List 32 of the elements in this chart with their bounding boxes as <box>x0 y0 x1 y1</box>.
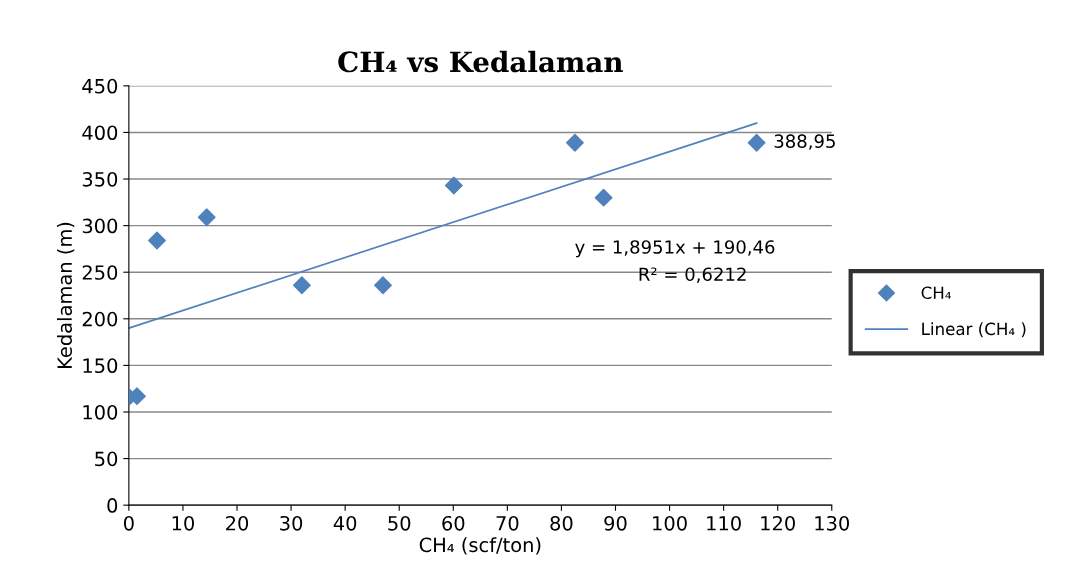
y-tick-label: 150 <box>83 358 118 374</box>
x-tick-label: 100 <box>653 515 687 531</box>
x-tick-label: 120 <box>761 515 795 531</box>
y-tick-label: 100 <box>83 404 118 420</box>
y-tick-label: 250 <box>82 265 118 280</box>
annotation: 388,95 <box>774 134 835 150</box>
legend-label: Linear (CH₄ ) <box>922 322 1026 338</box>
x-tick-label: 70 <box>496 515 519 531</box>
chart-title: CH₄ vs Kedalaman <box>338 50 623 73</box>
x-tick-label: 90 <box>604 515 627 531</box>
y-tick-label: 50 <box>95 451 118 467</box>
y-tick-label: 450 <box>82 78 118 94</box>
annotation: R² = 0,6212 <box>639 267 746 283</box>
y-tick-label: 200 <box>82 311 118 327</box>
y-tick-label: 350 <box>82 171 118 187</box>
x-tick-label: 40 <box>333 515 357 531</box>
x-tick-label: 10 <box>172 515 195 531</box>
x-tick-label: 60 <box>442 515 465 531</box>
x-tick-label: 0 <box>123 515 134 531</box>
x-tick-label: 80 <box>550 515 573 531</box>
x-tick-label: 110 <box>707 515 741 531</box>
x-axis-title: CH₄ (scf/ton) <box>419 537 541 555</box>
y-axis-title: Kedalaman (m) <box>56 222 75 368</box>
x-tick-label: 20 <box>226 515 249 531</box>
x-tick-label: 30 <box>280 515 303 531</box>
y-tick-label: 0 <box>107 498 118 513</box>
legend-label: CH₄ <box>921 286 951 300</box>
y-tick-label: 300 <box>82 218 118 234</box>
y-tick-label: 400 <box>82 125 118 141</box>
x-tick-label: 130 <box>815 515 850 531</box>
x-tick-label: 50 <box>388 515 411 531</box>
annotation: y = 1,8951x + 190,46 <box>575 240 775 258</box>
